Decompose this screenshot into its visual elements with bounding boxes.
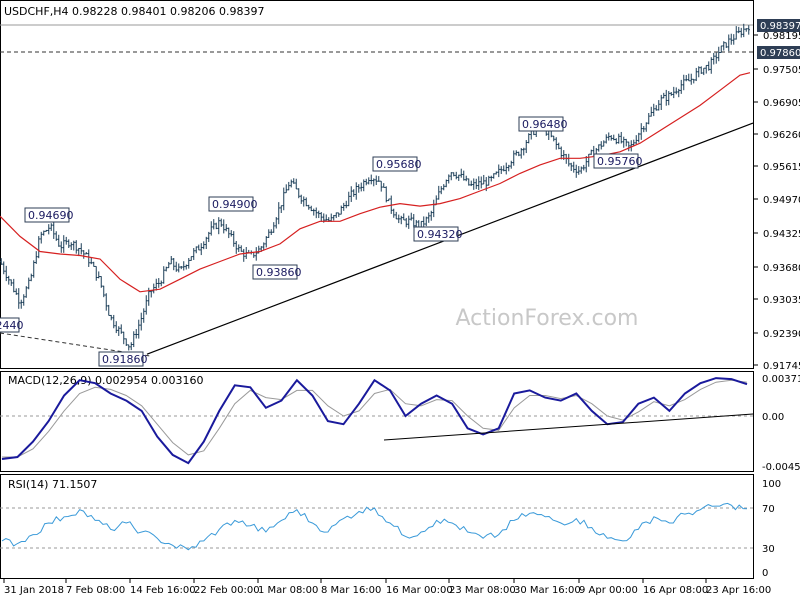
rsi-tick-label: 0 <box>762 568 768 579</box>
symbol-header: USDCHF,H4 0.98228 0.98401 0.98206 0.9839… <box>4 5 265 18</box>
svg-text:0.92440: 0.92440 <box>0 319 24 332</box>
annotation-0.94690: 0.94690 <box>24 207 74 223</box>
annotation-0.94320: 0.94320 <box>413 226 463 242</box>
rsi-axis: 100 70 30 0 <box>762 479 781 579</box>
svg-text:0.96480: 0.96480 <box>522 118 568 131</box>
time-tick-label: 9 Apr 00:00 <box>579 585 638 596</box>
svg-text:0.94900: 0.94900 <box>212 198 258 211</box>
svg-text:0.95760: 0.95760 <box>597 155 643 168</box>
price-panel <box>0 0 754 369</box>
price-tick-label: 0.97505 <box>763 65 800 76</box>
rsi-panel <box>0 474 754 579</box>
time-tick-label: 22 Feb 00:00 <box>194 585 260 596</box>
svg-text:0.95680: 0.95680 <box>376 158 422 171</box>
price-tick-label: 0.95615 <box>763 162 800 173</box>
time-tick-label: 31 Jan 2018 <box>4 585 64 596</box>
svg-text:0.93860: 0.93860 <box>256 266 302 279</box>
time-tick-label: 7 Feb 08:00 <box>66 585 125 596</box>
time-tick-label: 8 Mar 16:00 <box>321 585 381 596</box>
svg-text:0.94690: 0.94690 <box>28 209 74 222</box>
macd-tick-label: 0.00 <box>762 412 784 423</box>
annotation-0.91860: 0.91860 <box>98 351 148 367</box>
rsi-header: RSI(14) 71.1507 <box>8 478 97 491</box>
time-tick-label: 23 Apr 16:00 <box>706 585 771 596</box>
rsi-line <box>1 502 748 551</box>
macd-panel <box>0 371 754 472</box>
level-price-label: 0.97860 <box>760 48 800 59</box>
time-tick-label: 16 Apr 08:00 <box>643 585 708 596</box>
time-tick-label: 23 Mar 08:00 <box>449 585 516 596</box>
level-price-box <box>757 46 800 59</box>
macd-signal-line <box>2 379 748 458</box>
annotation-0.95680: 0.95680 <box>372 156 422 172</box>
price-tick-label: 0.94325 <box>763 229 800 240</box>
svg-text:0.94320: 0.94320 <box>417 228 463 241</box>
price-tick-label: 0.96905 <box>763 98 800 109</box>
time-tick-label: 16 Mar 00:00 <box>386 585 453 596</box>
annotation-0.95760: 0.95760 <box>593 153 643 169</box>
macd-axis: 0.00371 0.00 -0.004588 <box>762 374 800 473</box>
moving-average-line <box>0 72 751 293</box>
rsi-tick-label: 70 <box>762 504 775 515</box>
annotation-0.96480: 0.96480 <box>518 116 568 132</box>
time-tick-label: 30 Mar 16:00 <box>514 585 581 596</box>
annotation-0.93860: 0.93860 <box>252 264 302 280</box>
macd-tick-label: -0.004588 <box>762 462 800 473</box>
watermark: ActionForex.com <box>456 306 639 331</box>
time-tick-label: 1 Mar 08:00 <box>258 585 318 596</box>
svg-text:0.91860: 0.91860 <box>102 353 148 366</box>
annotation-0.94900: 0.94900 <box>208 196 258 212</box>
price-tick-label: 0.93035 <box>763 295 800 306</box>
rsi-tick-label: 100 <box>762 479 781 490</box>
price-tick-label: 0.98195 <box>763 31 800 42</box>
annotation-0.92440: 0.92440 <box>0 317 24 333</box>
macd-tick-label: 0.00371 <box>762 374 800 385</box>
price-tick-label: 0.91745 <box>763 361 800 372</box>
current-price-label: 0.98397 <box>760 21 800 32</box>
time-tick-label: 14 Feb 16:00 <box>130 585 196 596</box>
macd-trendline <box>383 413 754 441</box>
rsi-tick-label: 30 <box>762 544 775 555</box>
macd-header: MACD(12,26,9) 0.002954 0.003160 <box>8 374 204 387</box>
macd-line <box>1 377 748 465</box>
price-candles <box>0 23 750 351</box>
current-price-box <box>757 19 800 32</box>
